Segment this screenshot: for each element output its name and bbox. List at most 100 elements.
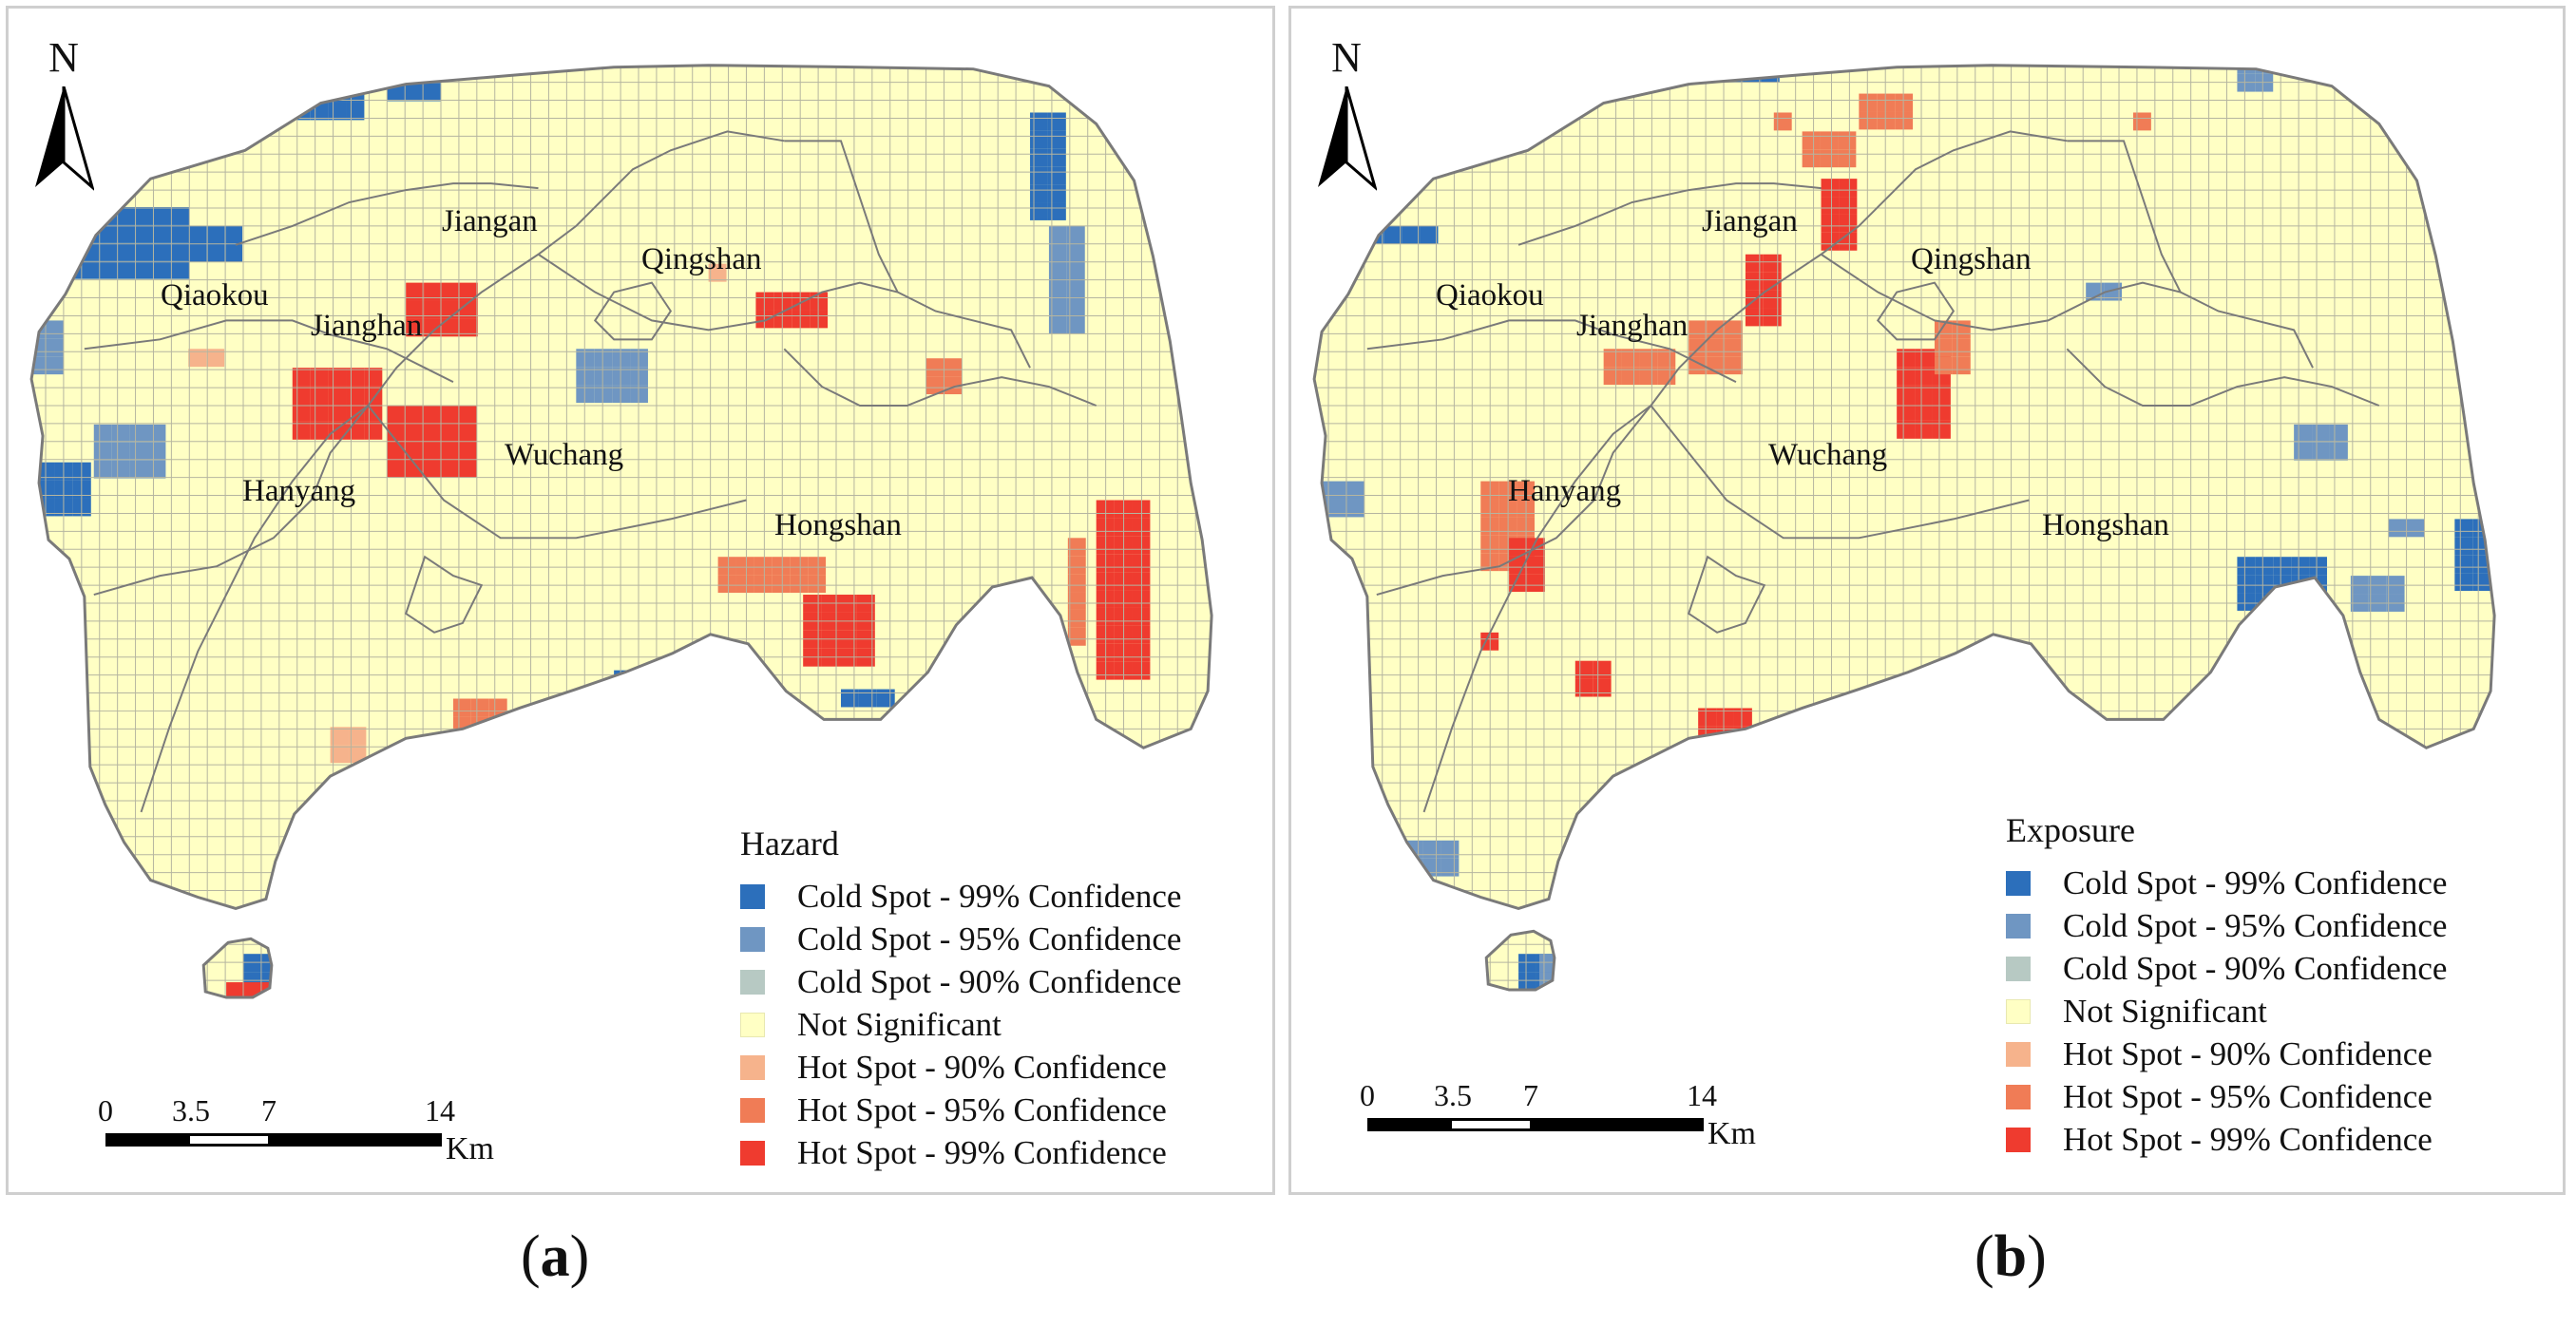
legend-label: Not Significant xyxy=(797,1005,1002,1043)
hotspot-cell xyxy=(423,405,442,424)
hotspot-cell xyxy=(1048,279,1067,298)
hotspot-cell xyxy=(1698,708,1717,727)
hotspot-cell xyxy=(840,689,859,708)
hotspot-cell xyxy=(1030,166,1048,185)
scale-tick: 0 xyxy=(98,1093,113,1128)
hotspot-cell xyxy=(790,557,809,576)
hotspot-cell xyxy=(1745,254,1764,273)
hotspot-cell xyxy=(1047,184,1066,203)
hotspot-cell xyxy=(1422,840,1441,859)
hotspot-cell xyxy=(54,480,73,499)
hotspot-cell xyxy=(1915,367,1933,386)
hotspot-cell xyxy=(1048,225,1067,244)
hotspot-cell xyxy=(1932,385,1951,404)
caption-letter: a xyxy=(540,1224,570,1289)
hotspot-cell xyxy=(1820,131,1839,150)
district-boundary xyxy=(405,555,484,634)
hotspot-cell xyxy=(717,575,736,594)
hotspot-cell xyxy=(2132,112,2151,131)
hotspot-cell xyxy=(93,460,112,479)
legend-swatch xyxy=(2006,1084,2031,1109)
scale-segment xyxy=(1531,1118,1704,1131)
hotspot-cell xyxy=(310,386,329,404)
hotspot-cell xyxy=(1621,367,1640,386)
hotspot-cell xyxy=(424,282,443,301)
hotspot-cell xyxy=(1915,349,1933,368)
hazard-hotspot-map xyxy=(29,64,1213,999)
hotspot-cell xyxy=(808,575,827,594)
hotspot-cell xyxy=(594,349,613,368)
island-outline xyxy=(1484,929,1556,992)
hotspot-cell xyxy=(594,367,613,386)
hotspot-cell xyxy=(346,368,365,387)
hotspot-cell xyxy=(1556,954,1575,973)
hotspot-cell xyxy=(1802,149,1821,168)
hotspot-cell xyxy=(772,557,791,576)
hotspot-cell xyxy=(328,386,347,404)
hotspot-cell xyxy=(147,460,166,479)
hotspot-cell xyxy=(171,242,190,261)
hotspot-cell xyxy=(925,376,945,395)
hotspot-cell xyxy=(1048,315,1067,334)
hotspot-cell xyxy=(406,300,425,319)
hotspot-cell xyxy=(1574,660,1593,679)
hotspot-cell xyxy=(330,727,349,746)
hotspot-cell xyxy=(1498,481,1517,500)
hotspot-cell xyxy=(292,84,311,103)
hotspot-cell xyxy=(1839,214,1858,233)
district-boundary xyxy=(235,182,539,246)
hotspot-cell xyxy=(1725,338,1743,357)
caption-paren-close: ) xyxy=(2027,1224,2047,1289)
legend-item-hot95: Hot Spot - 95% Confidence xyxy=(2006,1075,2447,1118)
hotspot-cell xyxy=(470,698,489,717)
hotspot-cell xyxy=(93,424,112,443)
hotspot-cell xyxy=(2291,557,2310,576)
hotspot-cell xyxy=(1328,499,1346,518)
legend-label: Cold Spot - 95% Confidence xyxy=(2063,906,2448,944)
hotspot-cell xyxy=(2312,442,2330,461)
district-label-hongshan: Hongshan xyxy=(2042,508,2169,542)
scale-tick: 7 xyxy=(1523,1078,1538,1112)
north-letter: N xyxy=(1331,34,1362,81)
district-boundary xyxy=(2067,140,2314,369)
legend-swatch xyxy=(740,969,765,995)
hotspot-cell xyxy=(1762,47,1780,65)
hazard-map-panel: N Jiangan Qingshan Qiaokou Jianghan Wuch… xyxy=(6,6,1275,1195)
hotspot-cell xyxy=(459,318,478,337)
district-boundary xyxy=(140,405,369,813)
study-area-fill xyxy=(31,65,1212,909)
hotspot-cell xyxy=(1030,112,1048,131)
hotspot-cell xyxy=(348,745,367,764)
hotspot-cell xyxy=(1480,481,1499,500)
hotspot-cell xyxy=(31,356,47,375)
study-area-outline xyxy=(29,64,1213,910)
legend-swatch xyxy=(740,883,765,909)
hotspot-cell xyxy=(188,225,207,244)
hotspot-cell xyxy=(147,424,166,443)
legend-title: Hazard xyxy=(740,825,839,863)
legend-item-hot90: Hot Spot - 90% Confidence xyxy=(2006,1033,2447,1075)
hotspot-cell xyxy=(405,405,424,424)
hotspot-cell xyxy=(459,282,478,301)
hotspot-cell xyxy=(2104,282,2123,301)
hotspot-cell xyxy=(387,405,406,424)
hotspot-cell xyxy=(1897,367,1916,386)
hotspot-cell xyxy=(206,349,225,368)
hotspot-cell xyxy=(1821,214,1840,233)
hotspot-cell xyxy=(1345,481,1364,500)
hotspot-cell xyxy=(1328,481,1346,500)
district-label-hongshan: Hongshan xyxy=(774,508,902,542)
hotspot-cell xyxy=(1726,47,1744,65)
scale-tick: 14 xyxy=(1687,1078,1717,1112)
hotspot-cell xyxy=(2237,65,2256,74)
hotspot-cell xyxy=(1498,517,1517,536)
hotspot-cell xyxy=(1639,349,1658,368)
hotspot-cell xyxy=(153,260,172,279)
hotspot-cell xyxy=(1527,574,1545,593)
hotspot-cell xyxy=(46,338,64,357)
grid-lines xyxy=(31,65,1212,997)
district-label-jianghan: Jianghan xyxy=(1576,309,1689,343)
hotspot-cell xyxy=(754,575,773,594)
hotspot-cell xyxy=(1030,202,1048,220)
district-boundaries xyxy=(84,130,1097,813)
